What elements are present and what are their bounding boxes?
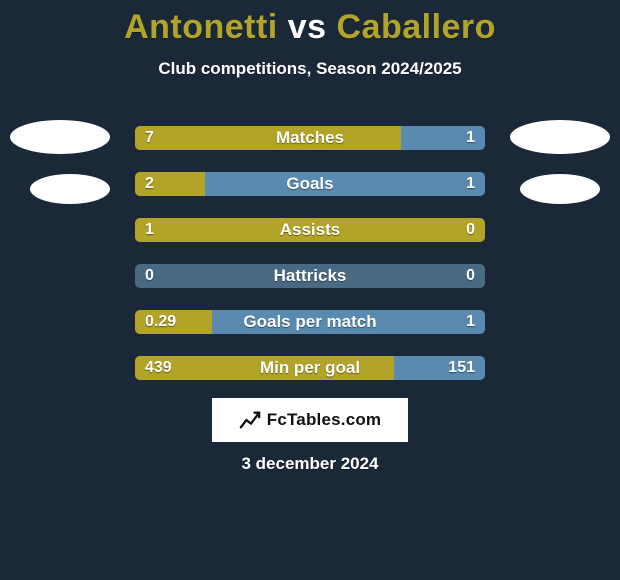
title-player1: Antonetti	[124, 8, 278, 46]
stat-label: Assists	[135, 218, 485, 242]
stat-rows: 71Matches 21Goals 10Assists 00Hattricks 0.29…	[135, 126, 485, 402]
subtitle: Club competitions, Season 2024/2025	[0, 59, 620, 79]
stat-label: Goals per match	[135, 310, 485, 334]
player1-avatar-placeholder	[10, 120, 110, 154]
stat-row: 10Assists	[135, 218, 485, 242]
comparison-infographic: Antonetti vs Caballero Club competitions…	[0, 0, 620, 580]
player1-club-placeholder	[30, 174, 110, 204]
player2-club-placeholder	[520, 174, 600, 204]
title-vs: vs	[288, 8, 327, 46]
stat-label: Min per goal	[135, 356, 485, 380]
stat-label: Goals	[135, 172, 485, 196]
fctables-logo-icon	[239, 409, 261, 431]
page-title: Antonetti vs Caballero	[0, 0, 620, 47]
player2-avatar-placeholder	[510, 120, 610, 154]
title-player2: Caballero	[336, 8, 495, 46]
stat-row: 00Hattricks	[135, 264, 485, 288]
stat-label: Hattricks	[135, 264, 485, 288]
stat-label: Matches	[135, 126, 485, 150]
stat-row: 0.291Goals per match	[135, 310, 485, 334]
stat-row: 71Matches	[135, 126, 485, 150]
stat-row: 21Goals	[135, 172, 485, 196]
footer-date: 3 december 2024	[0, 454, 620, 474]
brand-text: FcTables.com	[267, 410, 382, 430]
brand-badge: FcTables.com	[212, 398, 408, 442]
stat-row: 439151Min per goal	[135, 356, 485, 380]
